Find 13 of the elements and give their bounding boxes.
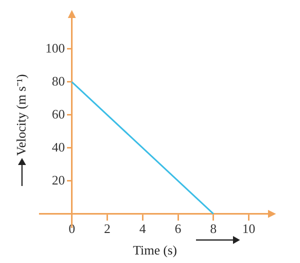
x-axis-title: Time (s) <box>133 242 177 258</box>
x-tick-label: 2 <box>104 221 110 236</box>
y-tick-label: 100 <box>45 40 65 56</box>
x-tick-label: 0 <box>68 221 76 236</box>
x-tick-label: 4 <box>139 221 146 236</box>
y-tick-label: 60 <box>52 106 65 122</box>
x-tick-label: 10 <box>242 221 256 236</box>
y-axis-title: Velocity (m s⁻¹) <box>13 74 28 156</box>
x-tick-label: 6 <box>174 221 182 236</box>
x-tick-label: 8 <box>210 221 217 236</box>
y-tick-label: 40 <box>52 139 65 154</box>
y-tick-label: 80 <box>52 73 65 88</box>
y-tick-label: 20 <box>52 172 65 188</box>
